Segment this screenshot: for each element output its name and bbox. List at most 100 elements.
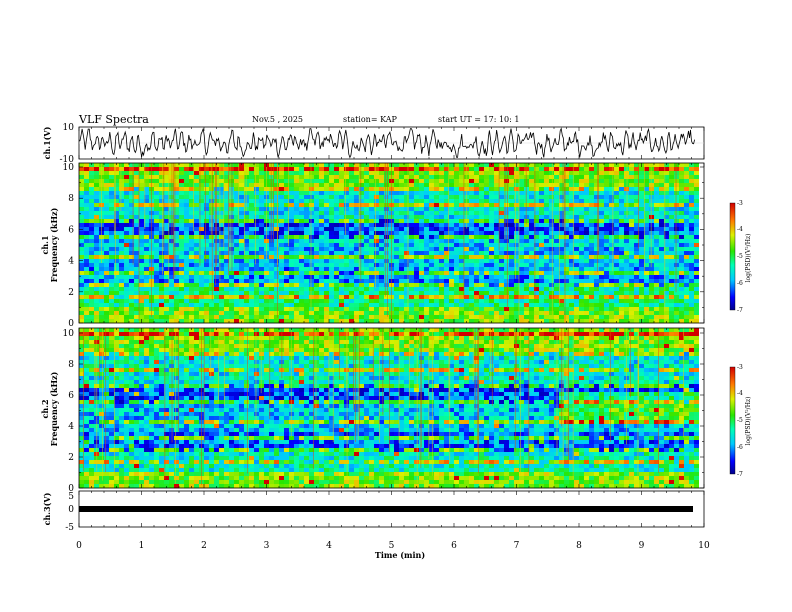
spectrogram-cell [294,251,300,256]
spectrogram-cell [314,279,320,284]
spectrogram-cell [274,183,280,188]
spectrogram-cell [684,195,690,200]
spectrogram-cell [634,195,640,200]
spectrogram-cell [439,203,445,208]
spectrogram-cell [554,215,560,220]
spectrogram-cell [144,239,150,244]
spectrogram-cell [339,307,345,312]
spectrogram-cell [484,247,490,252]
spectrogram-cell [339,207,345,212]
spectrogram-cell [574,259,580,264]
spectrogram-cell [439,235,445,240]
spectrogram-cell [134,283,140,288]
spectrogram-cell [479,251,485,256]
spectrogram-cell [119,279,125,284]
spectrogram-cell [219,243,225,248]
spectrogram-cell [259,207,265,212]
spectrogram-cell [484,291,490,296]
spectrogram-cell [299,175,305,180]
spectrogram-cell [279,307,285,312]
spectrogram-cell [234,183,240,188]
spectrogram-cell [659,303,665,308]
spectrogram-cell [399,319,405,324]
spectrogram-cell [219,195,225,200]
spectrogram-cell [139,303,145,308]
spectrogram-cell [509,255,515,260]
spectrogram-cell [179,311,185,316]
spectrogram-cell [494,271,500,276]
spectrogram-cell [464,303,470,308]
spectrogram-cell [624,235,630,240]
spectrogram-cell [489,223,495,228]
spectrogram-cell [404,167,410,172]
spectrogram-cell [359,311,365,316]
spectrogram-cell [104,291,110,296]
spectrogram-cell [524,211,530,216]
spectrogram-cell [399,211,405,216]
spectrogram-cell [269,287,275,292]
spectrogram-cell [629,163,635,168]
spectrogram-cell [559,247,565,252]
spectrogram-cell [319,255,325,260]
spectrogram-cell [599,255,605,260]
spectrogram-cell [84,207,90,212]
spectrogram-cell [244,311,250,316]
spectrogram-cell [549,171,555,176]
spectrogram-cell [559,279,565,284]
ch1-ytick-bottom: -10 [60,155,75,165]
spectrogram-cell [164,275,170,280]
spectrogram-cell [644,315,650,320]
spectrogram-cell [304,243,310,248]
spectrogram-cell [424,271,430,276]
spectrogram-cell [624,207,630,212]
spectrogram-cell [84,283,90,288]
spectrogram-cell [219,271,225,276]
spectrogram-cell [209,199,215,204]
spectrogram-cell [119,199,125,204]
spectrogram-cell [574,203,580,208]
spectrogram-cell [79,199,85,204]
spectrogram-cell [439,315,445,320]
spectrogram-cell [599,215,605,220]
spectrogram-cell [419,243,425,248]
spectrogram-cell [424,227,430,232]
spectrogram-cell [629,203,635,208]
spectrogram-cell [124,303,130,308]
spectrogram-cell [564,303,570,308]
spectrogram-cell [339,259,345,264]
spectrogram-cell [619,179,625,184]
spectrogram-cell [129,215,135,220]
spectrogram-cell [409,275,415,280]
spectrogram-cell [519,211,525,216]
spectrogram-cell [184,263,190,268]
spectrogram-cell [509,163,515,168]
spectrogram-cell [589,179,595,184]
spectrogram-cell [364,203,370,208]
spectrogram-cell [514,303,520,308]
spectrogram-cell [239,247,245,252]
spectrogram-cell [194,187,200,192]
spectrogram-cell [354,223,360,228]
spectrogram-cell [524,287,530,292]
spectrogram-cell [114,235,120,240]
spectrogram-cell [384,179,390,184]
spectrogram-cell [134,195,140,200]
spectrogram-cell [419,207,425,212]
spectrogram-cell [189,187,195,192]
spectrogram-cell [79,243,85,248]
spectrogram-cell [534,291,540,296]
spectrogram-cell [669,171,675,176]
spectrogram-cell [309,199,315,204]
spectrogram-cell [134,267,140,272]
spectrogram-cell [139,295,145,300]
spectrogram-cell [439,247,445,252]
spectrogram-cell [479,191,485,196]
spectrogram-cell [164,239,170,244]
spectrogram-cell [664,299,670,304]
spectrogram-cell [244,175,250,180]
spectrogram-cell [534,315,540,320]
spectrogram-cell [664,311,670,316]
spectrogram-cell [209,195,215,200]
spectrogram-cell [369,183,375,188]
spectrogram-cell [314,199,320,204]
